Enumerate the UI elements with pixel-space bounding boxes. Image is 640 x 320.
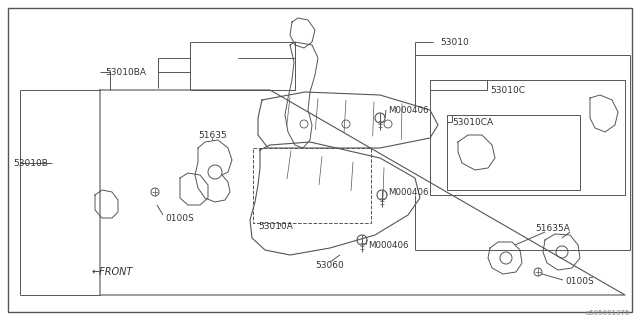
- Text: a505001375: a505001375: [586, 310, 630, 316]
- Text: M000406: M000406: [388, 188, 429, 196]
- Text: ←FRONT: ←FRONT: [92, 267, 133, 277]
- Bar: [447, 115, 580, 190]
- Text: 51635: 51635: [198, 131, 227, 140]
- Text: 53010BA: 53010BA: [105, 68, 146, 76]
- Bar: [190, 42, 295, 90]
- Text: 53010A: 53010A: [258, 221, 293, 230]
- Text: 53010C: 53010C: [490, 85, 525, 94]
- Text: 0100S: 0100S: [565, 277, 594, 286]
- Bar: [253, 148, 371, 223]
- Bar: [430, 80, 625, 195]
- Text: 53010B: 53010B: [13, 158, 48, 167]
- Text: 53060: 53060: [315, 260, 344, 269]
- Text: 53010: 53010: [440, 37, 468, 46]
- Text: 53010CA: 53010CA: [452, 117, 493, 126]
- Text: 51635A: 51635A: [535, 223, 570, 233]
- Text: M000406: M000406: [368, 241, 408, 250]
- Text: M000406: M000406: [388, 106, 429, 115]
- Text: 0100S: 0100S: [165, 213, 194, 222]
